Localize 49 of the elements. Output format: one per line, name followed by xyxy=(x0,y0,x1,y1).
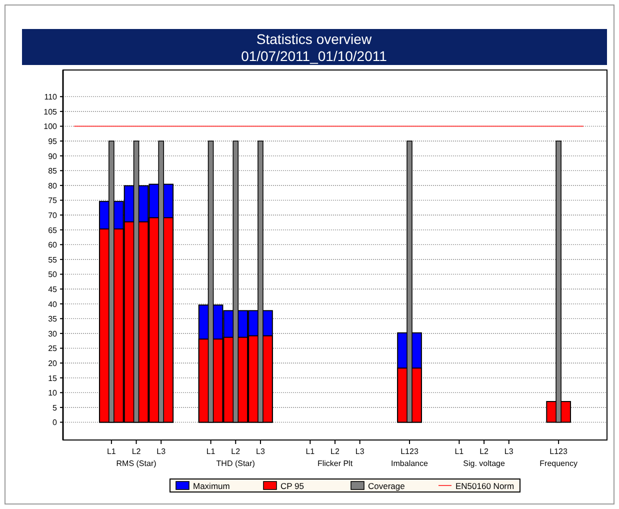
y-tick-label: 95 xyxy=(48,137,58,146)
chart-title: Statistics overview xyxy=(256,31,372,47)
y-tick-label: 25 xyxy=(48,344,58,354)
x-tick-label: L3 xyxy=(156,447,166,456)
text: Sig. voltage xyxy=(463,459,506,468)
x-tick-label: L2 xyxy=(132,447,142,456)
legend-label: CP 95 xyxy=(280,481,304,491)
x-tick-label: L123 xyxy=(400,447,419,456)
y-tick-label: 45 xyxy=(48,285,58,294)
y-tick-label: 30 xyxy=(48,329,58,338)
y-tick-label: 110 xyxy=(44,92,58,102)
x-tick-label: L3 xyxy=(256,447,266,456)
legend-label: EN50160 Norm xyxy=(456,481,514,491)
y-tick-label: 20 xyxy=(48,359,58,368)
x-tick-label: L1 xyxy=(306,447,316,456)
y-tick-label: 75 xyxy=(48,196,58,206)
x-tick-label: L1 xyxy=(454,447,464,456)
y-tick-label: 90 xyxy=(48,152,58,161)
x-tick-label: L2 xyxy=(330,447,340,456)
y-tick-label: 85 xyxy=(48,166,58,176)
legend-label: Maximum xyxy=(193,481,230,491)
text: Imbalance xyxy=(391,459,429,468)
text: Flicker Plt xyxy=(317,459,354,468)
x-tick-label: L3 xyxy=(504,447,514,456)
legend-label: Coverage xyxy=(368,481,406,491)
x-tick-label: L3 xyxy=(355,447,365,456)
y-tick-label: 5 xyxy=(52,403,58,412)
y-tick-label: 50 xyxy=(48,270,58,280)
x-tick-label: L123 xyxy=(550,447,568,456)
y-tick-label: 0 xyxy=(52,418,58,428)
y-tick-label: 70 xyxy=(48,211,58,220)
x-tick-label: L2 xyxy=(480,447,490,456)
y-tick-label: 15 xyxy=(48,374,58,383)
y-tick-label: 10 xyxy=(48,388,58,398)
text: RMS (Star) xyxy=(116,459,157,468)
y-tick-label: 40 xyxy=(48,300,58,309)
y-tick-label: 105 xyxy=(44,107,58,116)
text: Frequency xyxy=(540,459,578,468)
y-tick-label: 60 xyxy=(48,240,58,250)
chart-subtitle: 01/07/2011_01/10/2011 xyxy=(241,48,388,64)
y-tick-label: 65 xyxy=(48,226,58,235)
y-tick-label: 35 xyxy=(48,314,58,324)
x-tick-label: L2 xyxy=(231,447,241,456)
x-tick-label: L1 xyxy=(206,447,216,456)
text: THD (Star) xyxy=(216,459,256,468)
y-tick-label: 100 xyxy=(44,122,58,132)
y-tick-label: 80 xyxy=(48,181,58,190)
x-tick-label: L1 xyxy=(106,447,116,456)
y-tick-label: 55 xyxy=(48,255,58,264)
